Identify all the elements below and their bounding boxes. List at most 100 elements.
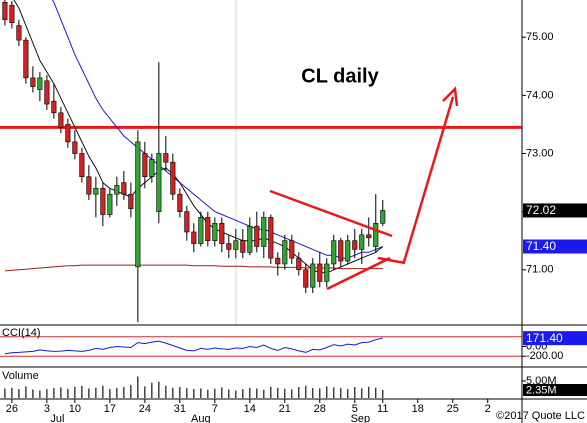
candle-body bbox=[93, 188, 99, 195]
price-panel bbox=[0, 0, 522, 323]
y-tick-label: 73.00 bbox=[526, 147, 554, 159]
candle-body bbox=[121, 182, 127, 195]
price-tag bbox=[523, 239, 587, 254]
candle-body bbox=[324, 263, 330, 282]
month-label: Aug bbox=[191, 413, 211, 423]
candle-body bbox=[212, 222, 218, 241]
candle-body bbox=[261, 217, 267, 247]
candle-body bbox=[254, 225, 260, 247]
candle-body bbox=[9, 4, 15, 23]
candle-body bbox=[380, 210, 386, 224]
y-tick-label: 74.00 bbox=[526, 89, 554, 101]
cci-tag-label: 171.40 bbox=[526, 331, 563, 345]
cci-panel bbox=[0, 336, 522, 357]
candle-body bbox=[282, 240, 288, 265]
candle-body bbox=[107, 193, 113, 215]
candle-body bbox=[163, 153, 169, 163]
candle-body bbox=[275, 257, 281, 265]
breakout-arrow bbox=[402, 96, 455, 263]
candle-body bbox=[170, 161, 176, 195]
y-tick-label: 75.00 bbox=[526, 31, 554, 43]
candle-body bbox=[240, 240, 246, 253]
candle-body bbox=[177, 193, 183, 212]
y-tick-label: 5.00M bbox=[526, 375, 557, 387]
candle-body bbox=[44, 80, 50, 105]
x-tick-label: 28 bbox=[314, 403, 326, 415]
candle-body bbox=[338, 240, 344, 262]
x-tick-label: 17 bbox=[104, 403, 116, 415]
volume-tag-label: 2.35M bbox=[526, 384, 557, 396]
candle-body bbox=[198, 217, 204, 244]
triangle-lower bbox=[326, 256, 391, 291]
candle-body bbox=[58, 112, 64, 128]
candle-body bbox=[149, 159, 155, 178]
annotations bbox=[269, 86, 459, 291]
candle-body bbox=[142, 153, 148, 178]
price-tag-label: 72.02 bbox=[526, 203, 556, 217]
candle-body bbox=[37, 77, 43, 90]
x-tick-label: 11 bbox=[377, 403, 388, 415]
x-tick-label: 25 bbox=[447, 403, 459, 415]
candle-body bbox=[219, 222, 225, 244]
candle-body bbox=[345, 240, 351, 262]
volume-tag bbox=[523, 383, 587, 396]
cci-tag bbox=[523, 331, 587, 346]
candle-body bbox=[331, 240, 337, 265]
x-tick-label: 2 bbox=[485, 403, 491, 415]
candle-body bbox=[100, 188, 106, 215]
cci-line bbox=[4, 337, 383, 355]
x-tick-label: 10 bbox=[69, 403, 81, 415]
candle-body bbox=[79, 153, 85, 178]
x-tick-label: 14 bbox=[244, 403, 256, 415]
candle-body bbox=[310, 263, 316, 288]
triangle-apex bbox=[377, 256, 406, 265]
candle-body bbox=[303, 269, 309, 288]
x-tick-label: 31 bbox=[174, 403, 186, 415]
chart-title: CL daily bbox=[301, 65, 379, 87]
candle-body bbox=[156, 153, 162, 212]
credit: ©2017 Quote LLC bbox=[496, 410, 585, 422]
y-tick-label: 71.00 bbox=[526, 264, 554, 276]
candle-body bbox=[289, 240, 295, 259]
candle-body bbox=[72, 141, 78, 154]
x-tick-label: 18 bbox=[412, 403, 424, 415]
candle-body bbox=[51, 100, 57, 114]
candle-body bbox=[268, 217, 274, 259]
price-tag bbox=[523, 203, 587, 218]
x-tick-label: 3 bbox=[44, 403, 50, 415]
candle-body bbox=[135, 141, 141, 268]
candle-body bbox=[359, 234, 365, 250]
month-label: Jul bbox=[50, 413, 64, 423]
candle-body bbox=[65, 124, 71, 143]
candle-body bbox=[128, 193, 134, 210]
candle-body bbox=[23, 39, 29, 79]
volume-title: Volume bbox=[2, 370, 39, 382]
candle-body bbox=[30, 77, 36, 87]
candle-body bbox=[205, 217, 211, 241]
candle-body bbox=[86, 176, 92, 195]
volume-panel bbox=[4, 376, 384, 398]
candle-body bbox=[366, 234, 372, 239]
x-tick-label: 26 bbox=[6, 403, 18, 415]
candle-body bbox=[191, 231, 197, 244]
arrow-head bbox=[442, 86, 459, 107]
y-tick-label: -200.00 bbox=[526, 350, 563, 362]
candle-body bbox=[16, 25, 22, 41]
candle-body bbox=[226, 243, 232, 250]
candle-body bbox=[233, 240, 239, 250]
x-tick-label: 5 bbox=[352, 403, 358, 415]
x-tick-label: 24 bbox=[139, 403, 151, 415]
candle-body bbox=[317, 263, 323, 282]
candle-body bbox=[114, 185, 120, 195]
triangle-upper bbox=[269, 189, 393, 238]
cci-title: CCI(14) bbox=[2, 327, 41, 339]
month-label: Sep bbox=[351, 413, 371, 423]
candle-body bbox=[247, 225, 253, 253]
price-tag-label: 71.40 bbox=[526, 239, 556, 253]
candle-body bbox=[184, 211, 190, 233]
candle-body bbox=[352, 240, 358, 250]
moving-average bbox=[51, 0, 383, 259]
candle-body bbox=[373, 222, 379, 247]
